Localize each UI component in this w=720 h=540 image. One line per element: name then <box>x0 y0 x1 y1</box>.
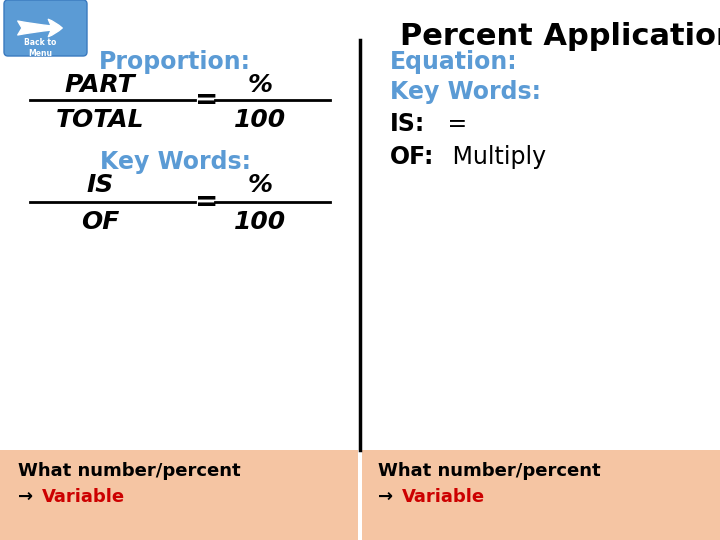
FancyBboxPatch shape <box>362 450 720 540</box>
Text: Multiply: Multiply <box>445 145 546 169</box>
Text: Back to
Menu: Back to Menu <box>24 38 56 58</box>
Text: OF: OF <box>81 210 120 234</box>
Text: =: = <box>440 112 467 136</box>
Text: %: % <box>248 73 272 97</box>
Text: =: = <box>195 188 219 216</box>
Text: IS:: IS: <box>390 112 426 136</box>
FancyBboxPatch shape <box>0 450 358 540</box>
Text: 100: 100 <box>234 210 286 234</box>
Text: PART: PART <box>65 73 135 97</box>
Text: →: → <box>378 488 400 506</box>
Text: Proportion:: Proportion: <box>99 50 251 74</box>
FancyBboxPatch shape <box>4 0 87 56</box>
Text: Equation:: Equation: <box>390 50 518 74</box>
Text: Key Words:: Key Words: <box>390 80 541 104</box>
Text: What number/percent: What number/percent <box>18 462 240 480</box>
Text: Key Words:: Key Words: <box>99 150 251 174</box>
Text: TOTAL: TOTAL <box>55 108 144 132</box>
Text: What number/percent: What number/percent <box>378 462 600 480</box>
Text: OF:: OF: <box>390 145 434 169</box>
Text: %: % <box>248 173 272 197</box>
Text: Variable: Variable <box>402 488 485 506</box>
Text: =: = <box>195 86 219 114</box>
Text: Percent Applications (2 methods): Percent Applications (2 methods) <box>400 22 720 51</box>
Text: IS: IS <box>86 173 114 197</box>
Text: →: → <box>18 488 40 506</box>
FancyArrowPatch shape <box>18 19 62 37</box>
Text: 100: 100 <box>234 108 286 132</box>
Text: Variable: Variable <box>42 488 125 506</box>
